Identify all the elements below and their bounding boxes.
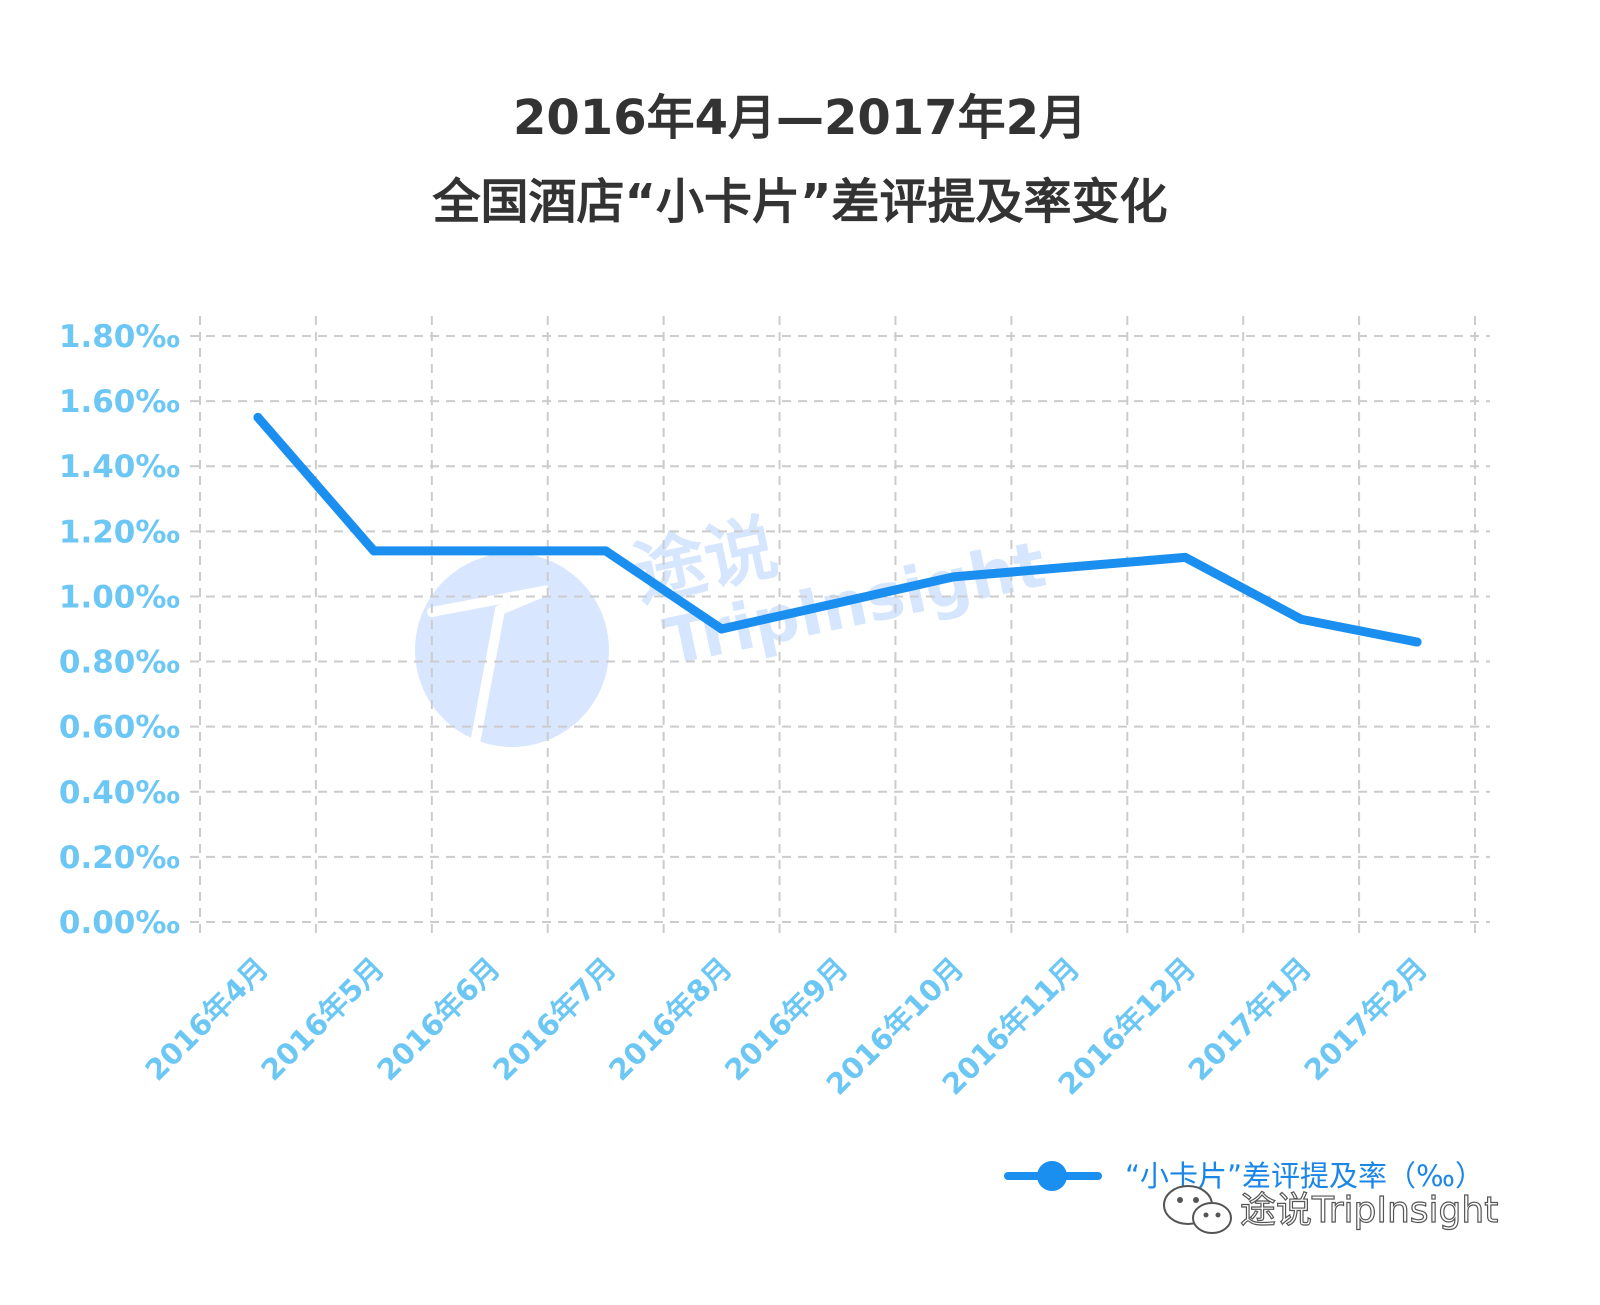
- data-point: [833, 598, 842, 608]
- data-point: [601, 546, 611, 556]
- footer-brand-text: 途说TripInsight: [1240, 1190, 1498, 1231]
- data-point: [717, 624, 727, 634]
- series-layer: [253, 412, 1422, 647]
- data-point: [948, 572, 958, 582]
- data-point: [485, 546, 495, 556]
- y-axis: 1.80‰ 1.60‰ 1.40‰ 1.20‰ 1.00‰ 0.80‰ 0.60‰ 0.40‰…: [59, 319, 180, 941]
- y-tick-label: 1.80‰: [59, 319, 180, 355]
- x-tick-label: 2016年7月: [486, 951, 622, 1087]
- y-tick-label: 1.20‰: [59, 514, 180, 550]
- y-tick-label: 1.40‰: [59, 449, 180, 485]
- x-tick-label: 2017年1月: [1182, 951, 1318, 1087]
- watermark-logo-icon: [415, 553, 609, 747]
- y-tick-label: 0.00‰: [59, 905, 180, 941]
- wechat-icon: [1163, 1185, 1232, 1234]
- data-point: [1180, 552, 1190, 562]
- watermark: 途说 TripInsight: [415, 505, 1052, 775]
- y-tick-label: 0.80‰: [59, 645, 180, 681]
- chart-title-line1: 2016年4月—2017年2月: [513, 90, 1087, 146]
- data-point: [253, 412, 263, 422]
- data-point: [1296, 614, 1306, 624]
- x-tick-label: 2016年6月: [370, 951, 506, 1087]
- y-tick-label: 0.40‰: [59, 775, 180, 811]
- data-point: [1064, 562, 1074, 572]
- x-tick-label: 2016年5月: [254, 951, 390, 1087]
- grid: [190, 316, 1490, 940]
- y-tick-label: 1.00‰: [59, 579, 180, 615]
- data-point: [1412, 637, 1422, 647]
- y-tick-label: 0.20‰: [59, 840, 180, 876]
- footer-brand: 途说TripInsight: [1163, 1185, 1499, 1234]
- y-tick-label: 1.60‰: [59, 384, 180, 420]
- y-tick-label: 0.60‰: [59, 710, 180, 746]
- data-point: [369, 546, 379, 556]
- chart-title-line2: 全国酒店“小卡片”差评提及率变化: [432, 174, 1168, 230]
- x-tick-label: 2016年4月: [138, 951, 274, 1087]
- x-tick-label: 2016年8月: [602, 951, 738, 1087]
- x-tick-label: 2017年2月: [1298, 951, 1434, 1087]
- legend: “小卡片”差评提及率（‰）: [1004, 1159, 1484, 1193]
- x-axis: 2016年4月2016年5月2016年6月2016年7月2016年8月2016年…: [138, 951, 1433, 1102]
- legend-marker-icon: [1037, 1161, 1067, 1191]
- watermark-logo-stroke: [427, 585, 550, 775]
